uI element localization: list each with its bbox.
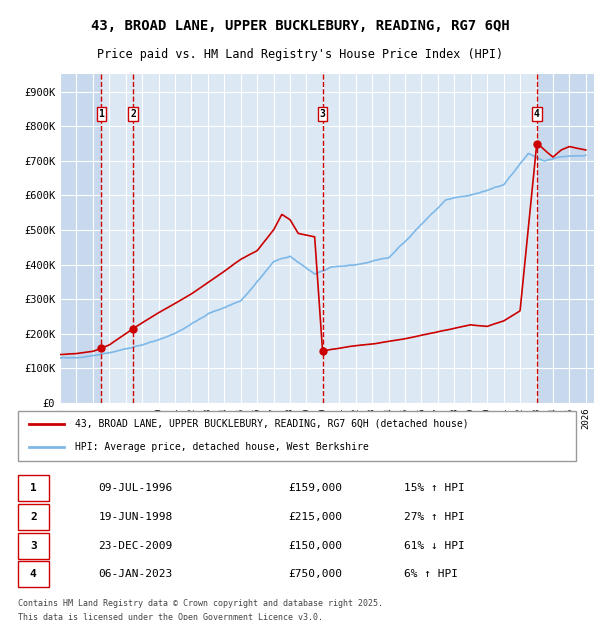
Text: HPI: Average price, detached house, West Berkshire: HPI: Average price, detached house, West…	[76, 442, 369, 452]
Text: £215,000: £215,000	[289, 512, 343, 522]
FancyBboxPatch shape	[18, 476, 49, 502]
Text: 1: 1	[98, 109, 104, 119]
Text: £750,000: £750,000	[289, 569, 343, 579]
Text: 4: 4	[534, 109, 540, 119]
FancyBboxPatch shape	[18, 561, 49, 587]
Text: 6% ↑ HPI: 6% ↑ HPI	[404, 569, 458, 579]
Bar	[537, 74, 594, 403]
Text: This data is licensed under the Open Government Licence v3.0.: This data is licensed under the Open Gov…	[18, 613, 323, 620]
Bar	[323, 74, 537, 403]
FancyBboxPatch shape	[18, 533, 49, 559]
Text: 09-JUL-1996: 09-JUL-1996	[98, 484, 173, 494]
Text: 4: 4	[30, 569, 37, 579]
Text: Price paid vs. HM Land Registry's House Price Index (HPI): Price paid vs. HM Land Registry's House …	[97, 48, 503, 61]
Text: Contains HM Land Registry data © Crown copyright and database right 2025.: Contains HM Land Registry data © Crown c…	[18, 599, 383, 608]
Text: 1: 1	[30, 484, 37, 494]
Text: 3: 3	[30, 541, 37, 551]
Text: 2: 2	[130, 109, 136, 119]
Text: £150,000: £150,000	[289, 541, 343, 551]
FancyBboxPatch shape	[18, 504, 49, 530]
Text: 23-DEC-2009: 23-DEC-2009	[98, 541, 173, 551]
Text: 27% ↑ HPI: 27% ↑ HPI	[404, 512, 464, 522]
Bar	[133, 74, 323, 403]
Text: 06-JAN-2023: 06-JAN-2023	[98, 569, 173, 579]
Text: 43, BROAD LANE, UPPER BUCKLEBURY, READING, RG7 6QH: 43, BROAD LANE, UPPER BUCKLEBURY, READIN…	[91, 19, 509, 33]
Text: 43, BROAD LANE, UPPER BUCKLEBURY, READING, RG7 6QH (detached house): 43, BROAD LANE, UPPER BUCKLEBURY, READIN…	[76, 419, 469, 429]
Text: 3: 3	[320, 109, 326, 119]
Text: 2: 2	[30, 512, 37, 522]
FancyBboxPatch shape	[18, 411, 577, 461]
Text: £159,000: £159,000	[289, 484, 343, 494]
Text: 19-JUN-1998: 19-JUN-1998	[98, 512, 173, 522]
Bar	[101, 74, 133, 403]
Text: 15% ↑ HPI: 15% ↑ HPI	[404, 484, 464, 494]
Bar	[60, 74, 101, 403]
Text: 61% ↓ HPI: 61% ↓ HPI	[404, 541, 464, 551]
